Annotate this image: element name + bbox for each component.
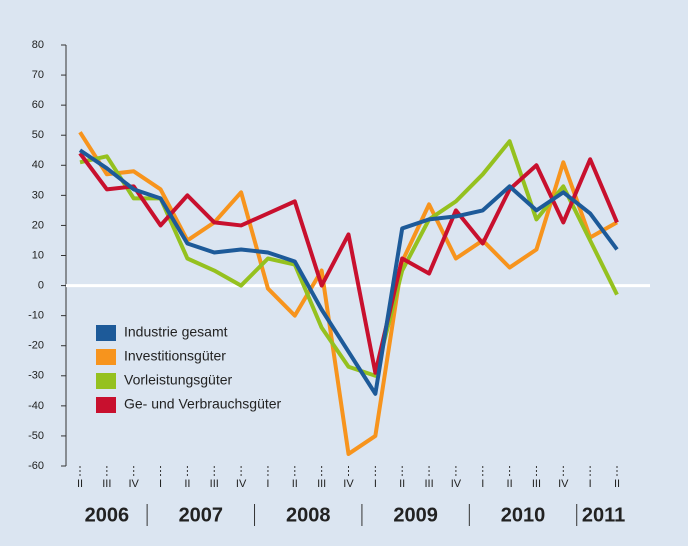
- year-label: 2007: [179, 504, 224, 526]
- legend-label: Industrie gesamt: [124, 324, 228, 340]
- x-tick-label: II: [399, 478, 405, 490]
- x-tick-label: I: [374, 478, 377, 490]
- y-tick-label: 70: [32, 69, 44, 81]
- x-tick-label: II: [614, 478, 620, 490]
- x-tick-label: II: [292, 478, 298, 490]
- x-tick-label: III: [317, 478, 326, 490]
- series-line: [78, 148, 619, 396]
- year-label: 2010: [501, 504, 546, 526]
- year-label: 2009: [393, 504, 438, 526]
- y-tick-label: -30: [28, 370, 44, 382]
- x-tick-label: IV: [451, 478, 462, 490]
- y-tick-label: 10: [32, 249, 44, 261]
- legend-label: Investitionsgüter: [124, 348, 226, 364]
- y-tick-label: 20: [32, 219, 44, 231]
- x-tick-label: III: [210, 478, 219, 490]
- y-tick-label: 60: [32, 99, 44, 111]
- x-tick-label: III: [424, 478, 433, 490]
- x-tick-label: IV: [236, 478, 247, 490]
- legend-swatch: [96, 325, 116, 341]
- x-tick-label: III: [102, 478, 111, 490]
- year-label: 2008: [286, 504, 331, 526]
- y-tick-label: -20: [28, 340, 44, 352]
- x-tick-label: IV: [343, 478, 354, 490]
- y-tick-label: 80: [32, 39, 44, 51]
- x-tick-label: IV: [128, 478, 139, 490]
- x-tick-label: II: [507, 478, 513, 490]
- x-tick-label: I: [589, 478, 592, 490]
- legend-swatch: [96, 373, 116, 389]
- year-label: 2006: [85, 504, 130, 526]
- series-line: [78, 152, 619, 375]
- x-tick-label: III: [532, 478, 541, 490]
- y-tick-label: -10: [28, 310, 44, 322]
- y-tick-label: 50: [32, 129, 44, 141]
- legend-label: Vorleistungsgüter: [124, 372, 233, 388]
- y-tick-label: 0: [38, 279, 44, 291]
- x-tick-label: I: [159, 478, 162, 490]
- y-tick-label: 30: [32, 189, 44, 201]
- y-tick-label: -60: [28, 460, 44, 472]
- y-tick-label: 40: [32, 159, 44, 171]
- y-tick-label: -40: [28, 400, 44, 412]
- x-tick-label: IV: [558, 478, 569, 490]
- series-line: [79, 139, 619, 378]
- y-tick-label: -50: [28, 430, 44, 442]
- x-tick-label: I: [266, 478, 269, 490]
- legend-swatch: [96, 349, 116, 365]
- series-line: [78, 131, 618, 456]
- year-label: 2011: [582, 504, 625, 526]
- x-tick-label: II: [77, 478, 83, 490]
- x-tick-label: I: [481, 478, 484, 490]
- legend-swatch: [96, 397, 116, 413]
- x-tick-label: II: [184, 478, 190, 490]
- legend-label: Ge- und Verbrauchsgüter: [124, 396, 282, 412]
